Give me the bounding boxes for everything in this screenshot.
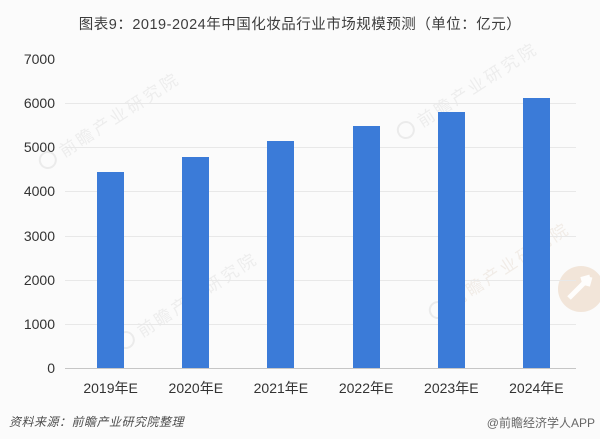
source-note: 资料来源：前瞻产业研究院整理 [9,415,185,429]
y-axis-label-2000: 2000 [23,271,55,288]
watermark: 前瞻产业研究院 [391,35,542,145]
watermark-text: 前瞻产业研究院 [446,218,574,312]
bar-2023年E [437,112,465,368]
bar-2021年E [267,140,295,368]
y-axis-label-7000: 7000 [23,51,55,67]
x-axis-label-2022年E: 2022年E [338,380,394,396]
x-axis-label-2020年E: 2020年E [168,380,224,396]
qianzhan-logo-watermark-icon [558,266,600,312]
credit-note: @前瞻经济学人APP [486,416,595,430]
y-axis-label-1000: 1000 [23,315,55,332]
y-axis-label-5000: 5000 [23,139,55,156]
gridline-4000 [65,191,576,193]
gridline-5000 [65,147,576,149]
y-axis-label-3000: 3000 [23,227,55,244]
gridline-1000 [65,323,576,325]
x-axis-label-2023年E: 2023年E [424,380,479,396]
y-axis-label-6000: 6000 [23,95,55,112]
chart-title: 图表9：2019-2024年中国化妆品行业市场规模预测（单位：亿元） [78,17,522,33]
x-axis-label-2021年E: 2021年E [253,380,309,396]
x-axis-line [65,368,576,369]
watermark: 前瞻产业研究院 [33,65,184,175]
bar-2024年E [522,97,550,368]
qianzhan-logo-icon [393,117,419,143]
x-axis-label-2019年E: 2019年E [83,380,138,396]
gridline-2000 [65,279,576,281]
bar-2019年E [97,171,125,368]
gridline-3000 [65,235,576,237]
y-axis-label-4000: 4000 [23,183,55,200]
y-axis-label-0: 0 [47,360,55,376]
bar-2022年E [352,126,380,368]
bar-2020年E [182,156,210,368]
gridline-6000 [65,103,576,105]
x-axis-label-2024年E: 2024年E [509,380,564,396]
